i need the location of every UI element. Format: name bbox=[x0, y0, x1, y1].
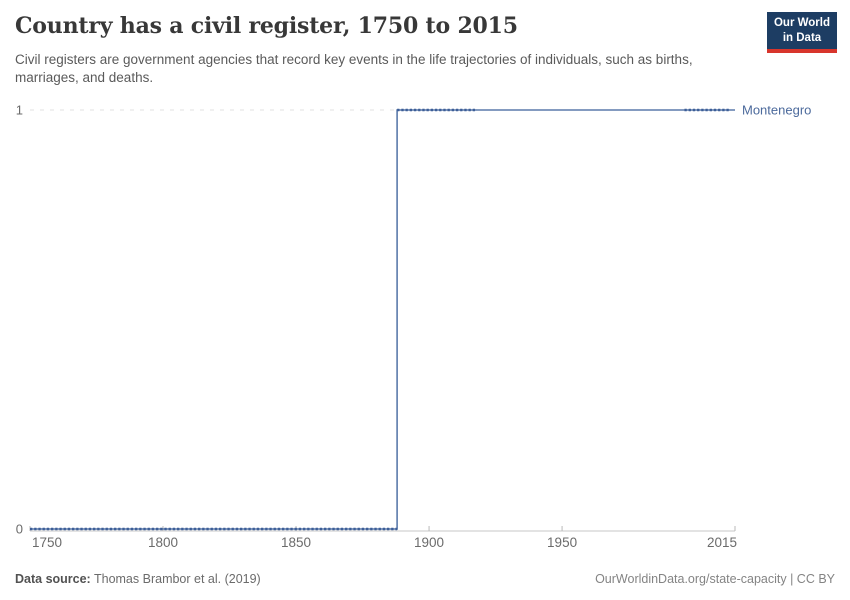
logo-line-1: Our World bbox=[773, 17, 830, 30]
y-tick-label-0: 0 bbox=[16, 522, 23, 537]
series-line-montenegro[interactable] bbox=[30, 109, 735, 530]
logo-line-2: in Data bbox=[782, 31, 822, 44]
chart-subtitle: Civil registers are government agencies … bbox=[15, 52, 693, 85]
owid-logo: Our World in Data bbox=[767, 12, 837, 53]
x-tick-label-1900: 1900 bbox=[414, 535, 444, 550]
data-source: Data source: Thomas Brambor et al. (2019… bbox=[15, 572, 261, 586]
y-tick-label-1: 1 bbox=[16, 103, 23, 118]
data-source-label: Data source: bbox=[15, 572, 91, 586]
series-label-montenegro[interactable]: Montenegro bbox=[742, 103, 811, 118]
x-tick-label-1850: 1850 bbox=[281, 535, 311, 550]
x-tick-label-1950: 1950 bbox=[547, 535, 577, 550]
page-title: Country has a civil register, 1750 to 20… bbox=[15, 13, 518, 39]
x-tick-label-1800: 1800 bbox=[148, 535, 178, 550]
data-source-text: Thomas Brambor et al. (2019) bbox=[93, 572, 261, 586]
x-tick-label-1750: 1750 bbox=[32, 535, 62, 550]
x-tick-label-2015: 2015 bbox=[707, 535, 737, 550]
chart-footer: Data source: Thomas Brambor et al. (2019… bbox=[15, 572, 835, 586]
attribution-link[interactable]: OurWorldinData.org/state-capacity | CC B… bbox=[595, 572, 835, 586]
